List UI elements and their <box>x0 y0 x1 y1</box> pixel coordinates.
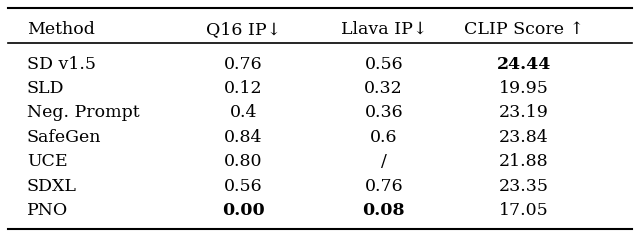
Text: Llava IP↓: Llava IP↓ <box>340 21 427 38</box>
Text: 17.05: 17.05 <box>499 202 548 219</box>
Text: /: / <box>381 153 387 170</box>
Text: 23.19: 23.19 <box>499 104 549 121</box>
Text: SLD: SLD <box>27 80 65 97</box>
Text: 0.84: 0.84 <box>224 129 263 146</box>
Text: 24.44: 24.44 <box>497 56 551 73</box>
Text: Neg. Prompt: Neg. Prompt <box>27 104 140 121</box>
Text: SafeGen: SafeGen <box>27 129 101 146</box>
Text: 0.80: 0.80 <box>224 153 263 170</box>
Text: 0.56: 0.56 <box>224 177 263 195</box>
Text: 23.84: 23.84 <box>499 129 548 146</box>
Text: 0.32: 0.32 <box>364 80 403 97</box>
Text: 0.6: 0.6 <box>370 129 397 146</box>
Text: SDXL: SDXL <box>27 177 77 195</box>
Text: SD v1.5: SD v1.5 <box>27 56 96 73</box>
Text: 0.4: 0.4 <box>230 104 257 121</box>
Text: 21.88: 21.88 <box>499 153 548 170</box>
Text: 0.08: 0.08 <box>362 202 405 219</box>
Text: 0.00: 0.00 <box>222 202 265 219</box>
Text: 0.76: 0.76 <box>224 56 263 73</box>
Text: UCE: UCE <box>27 153 67 170</box>
Text: Q16 IP↓: Q16 IP↓ <box>206 21 281 38</box>
Text: PNO: PNO <box>27 202 68 219</box>
Text: 0.12: 0.12 <box>224 80 263 97</box>
Text: CLIP Score ↑: CLIP Score ↑ <box>464 21 584 38</box>
Text: 23.35: 23.35 <box>499 177 549 195</box>
Text: Method: Method <box>27 21 95 38</box>
Text: 0.36: 0.36 <box>364 104 403 121</box>
Text: 19.95: 19.95 <box>499 80 549 97</box>
Text: 0.56: 0.56 <box>364 56 403 73</box>
Text: 0.76: 0.76 <box>364 177 403 195</box>
